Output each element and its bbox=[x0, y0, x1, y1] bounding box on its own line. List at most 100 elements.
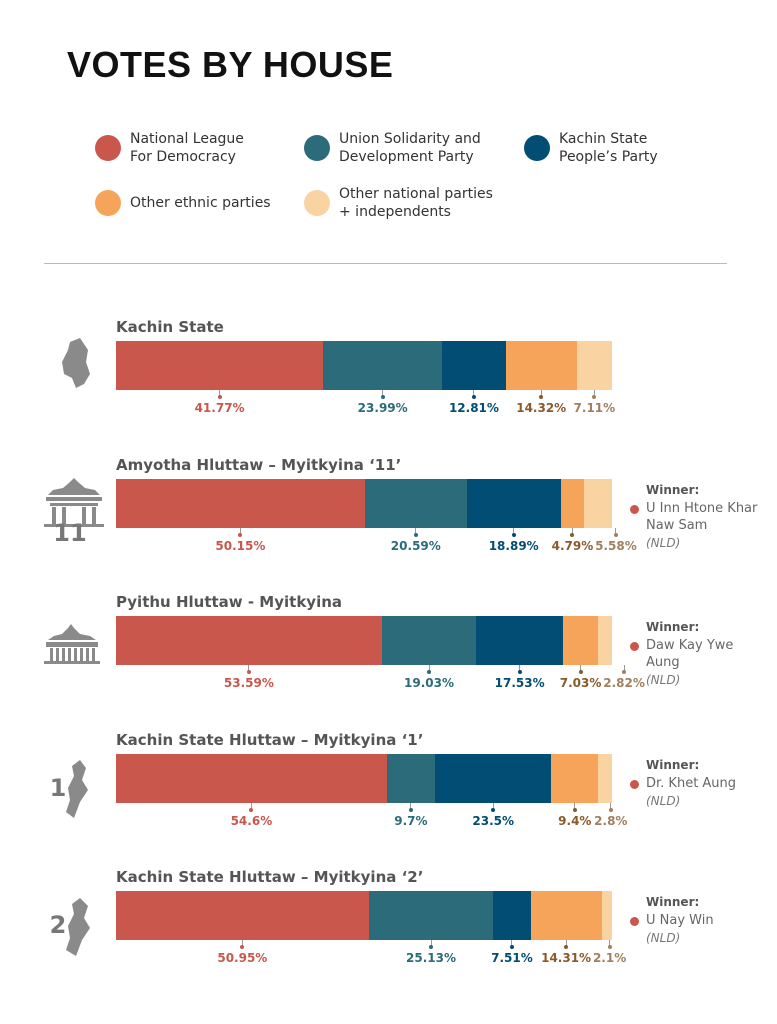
label-dot bbox=[427, 670, 431, 674]
value-label: 19.03% bbox=[404, 676, 454, 690]
winner-name: U Inn Htone Khar Naw Sam bbox=[646, 500, 758, 533]
label-tick bbox=[540, 390, 542, 397]
label-dot bbox=[570, 532, 575, 537]
map-icon bbox=[66, 760, 90, 956]
label-tick bbox=[382, 390, 384, 397]
winner-label: Winner: bbox=[646, 482, 700, 497]
winner-dot bbox=[630, 917, 639, 926]
label-tick bbox=[250, 802, 252, 810]
value-label: 23.5% bbox=[472, 813, 515, 828]
label-dot bbox=[246, 670, 251, 674]
label-dot bbox=[240, 945, 245, 949]
divider bbox=[44, 263, 727, 264]
bar-segment bbox=[466, 478, 561, 528]
label-dot bbox=[380, 395, 385, 399]
bar-segment bbox=[116, 616, 382, 665]
label-tick bbox=[571, 527, 573, 535]
label-dot bbox=[249, 807, 254, 812]
legend-label: Union Solidarity and Development Party bbox=[339, 131, 481, 165]
bar-segment bbox=[116, 891, 369, 940]
label-tick bbox=[511, 940, 513, 947]
label-tick bbox=[473, 390, 475, 397]
bar-segment bbox=[442, 341, 506, 390]
label-tick bbox=[610, 802, 612, 810]
row-title: Amyotha Hluttaw – Myitkyina ‘11’ bbox=[116, 455, 402, 474]
value-label: 2.8% bbox=[594, 813, 628, 828]
bar-segment bbox=[364, 478, 467, 528]
winner-name: Dr. Khet Aung bbox=[646, 775, 737, 791]
label-dot bbox=[622, 670, 627, 674]
label-tick bbox=[513, 527, 515, 535]
label-tick bbox=[248, 665, 250, 672]
value-label: 9.7% bbox=[394, 813, 428, 828]
value-label: 14.32% bbox=[516, 401, 567, 415]
winner-dot bbox=[630, 642, 639, 651]
label-tick bbox=[410, 802, 412, 810]
bar-segment bbox=[116, 341, 324, 390]
bar-segment bbox=[601, 891, 612, 940]
winner-name: U Nay Win bbox=[646, 913, 714, 928]
value-label: 2.1% bbox=[592, 951, 627, 965]
winner-dot bbox=[630, 504, 639, 514]
bar-segment bbox=[563, 616, 598, 665]
value-label: 53.59% bbox=[223, 676, 274, 690]
bar-segment bbox=[476, 616, 564, 665]
bar-segment bbox=[368, 891, 494, 940]
value-label: 9.4% bbox=[558, 813, 592, 828]
label-dot bbox=[471, 395, 476, 399]
row-title: Kachin State Hluttaw – Myitkyina ‘1’ bbox=[116, 730, 424, 749]
label-tick bbox=[219, 390, 221, 397]
label-tick bbox=[415, 527, 417, 535]
value-label: 5.58% bbox=[595, 538, 637, 553]
legend-swatch bbox=[524, 135, 550, 161]
bar-segment bbox=[576, 341, 612, 390]
value-label: 54.6% bbox=[230, 813, 273, 828]
legend-swatch bbox=[95, 190, 121, 216]
label-tick bbox=[430, 940, 432, 947]
value-label: 2.82% bbox=[603, 676, 645, 690]
row-title: Kachin State bbox=[116, 318, 224, 336]
bar-segment bbox=[505, 341, 577, 390]
value-label: 17.53% bbox=[494, 676, 545, 690]
label-dot bbox=[572, 807, 577, 812]
label-dot bbox=[564, 945, 569, 949]
winner-dot bbox=[630, 779, 639, 789]
bar-segment bbox=[381, 616, 477, 665]
legend-swatch bbox=[304, 190, 330, 216]
bar-segment bbox=[116, 753, 387, 803]
value-label: 7.03% bbox=[559, 676, 602, 690]
label-tick bbox=[565, 940, 567, 947]
row-title: Kachin State Hluttaw – Myitkyina ‘2’ bbox=[116, 868, 424, 886]
bar-segment bbox=[560, 478, 585, 528]
building-icon bbox=[44, 624, 100, 664]
winner-label: Winner: bbox=[646, 757, 700, 772]
value-label: 50.15% bbox=[215, 538, 266, 553]
icon-label: 11 bbox=[53, 518, 87, 547]
bar-segment bbox=[598, 616, 612, 665]
bar-segment bbox=[551, 753, 599, 803]
value-label: 4.79% bbox=[551, 538, 594, 553]
label-tick bbox=[428, 665, 430, 672]
bar-segment bbox=[530, 891, 602, 940]
label-dot bbox=[408, 807, 413, 812]
label-dot bbox=[509, 945, 514, 949]
winner-party: (NLD) bbox=[646, 535, 681, 550]
bar-segment bbox=[584, 478, 612, 528]
legend-label: National League For Democracy bbox=[130, 131, 244, 165]
label-dot bbox=[517, 670, 522, 674]
legend-swatch bbox=[304, 135, 330, 161]
label-tick bbox=[623, 665, 625, 672]
value-label: 12.81% bbox=[448, 401, 499, 415]
label-tick bbox=[519, 665, 521, 672]
value-label: 7.51% bbox=[491, 951, 533, 965]
legend-label: Kachin State People’s Party bbox=[559, 131, 658, 165]
value-label: 23.99% bbox=[357, 401, 408, 415]
bar-segment bbox=[386, 753, 435, 803]
bar-segment bbox=[116, 478, 365, 528]
value-label: 14.31% bbox=[541, 951, 592, 965]
label-dot bbox=[511, 532, 516, 537]
label-dot bbox=[429, 945, 434, 949]
label-dot bbox=[592, 395, 597, 399]
label-tick bbox=[239, 527, 241, 535]
value-label: 7.11% bbox=[573, 401, 616, 415]
